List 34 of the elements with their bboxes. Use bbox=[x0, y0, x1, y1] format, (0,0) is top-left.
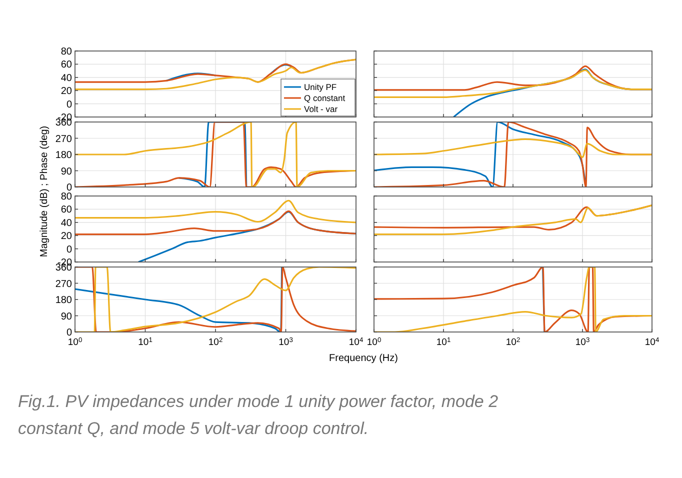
y-tick-label: 90 bbox=[60, 166, 72, 178]
legend-label: Unity PF bbox=[304, 82, 337, 92]
x-tick-label: 10$^{1}$ bbox=[138, 336, 153, 348]
y-tick-label: 80 bbox=[60, 192, 72, 202]
y-tick-label: 180 bbox=[55, 150, 72, 161]
x-axis-title: Frequency (Hz) bbox=[329, 353, 398, 364]
x-tick-label: 10$^{2}$ bbox=[506, 336, 520, 348]
y-tick-label: 0 bbox=[66, 328, 72, 338]
y-tick-label: 0 bbox=[66, 182, 72, 194]
x-tick-label: 10$^{4}$ bbox=[644, 336, 660, 348]
x-tick-label: 10$^{2}$ bbox=[208, 336, 223, 348]
legend-label: Volt - var bbox=[304, 104, 338, 114]
x-tick-label: 10$^{3}$ bbox=[575, 336, 590, 348]
caption: Fig.1. PV impedances under mode 1 unity power factor, mode 2 constant Q, and mode 5 volt-var droop control. bbox=[18, 392, 499, 438]
y-axis-title: Magnitude (dB) ; Phase (deg) bbox=[39, 126, 50, 258]
y-tick-label: 0 bbox=[66, 244, 72, 256]
y-tick-label: 40 bbox=[60, 218, 72, 229]
y-tick-label: 270 bbox=[55, 134, 72, 145]
y-tick-label: 90 bbox=[60, 311, 72, 322]
legend-label: Q constant bbox=[304, 92, 346, 103]
x-tick-label: 10$^{3}$ bbox=[278, 336, 294, 348]
y-tick-label: 60 bbox=[60, 60, 72, 71]
x-tick-label: 10$^{1}$ bbox=[436, 336, 451, 348]
y-tick-label: 20 bbox=[60, 86, 72, 98]
x-tick-label: 10$^{0}$ bbox=[68, 336, 82, 348]
y-tick-label: 180 bbox=[55, 295, 72, 306]
x-tick-label: 10$^{4}$ bbox=[348, 336, 364, 348]
y-tick-label: 40 bbox=[60, 72, 72, 84]
y-tick-label: 270 bbox=[55, 278, 72, 290]
y-tick-label: 80 bbox=[60, 46, 72, 58]
y-tick-label: 0 bbox=[66, 99, 72, 110]
y-tick-label: 20 bbox=[60, 231, 72, 242]
x-tick-label: 10$^{0}$ bbox=[366, 336, 382, 348]
y-tick-label: 60 bbox=[60, 204, 72, 216]
